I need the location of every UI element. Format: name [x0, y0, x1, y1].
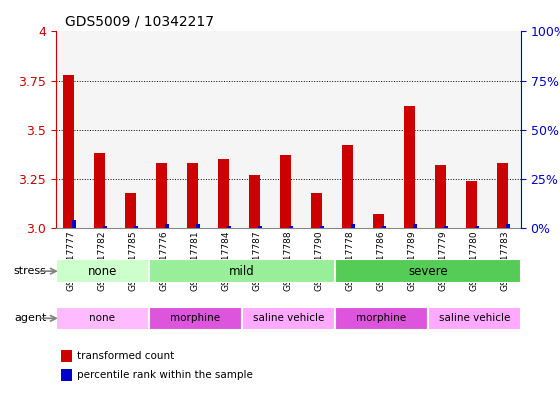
Bar	[351, 224, 355, 228]
Bar	[165, 224, 169, 228]
Text: mild: mild	[229, 264, 255, 278]
Bar	[497, 163, 508, 228]
Bar	[187, 163, 198, 228]
Bar	[466, 181, 477, 228]
Bar	[475, 226, 479, 228]
Bar	[404, 106, 415, 228]
Text: morphine: morphine	[170, 313, 221, 323]
FancyBboxPatch shape	[335, 259, 521, 283]
Text: percentile rank within the sample: percentile rank within the sample	[77, 370, 253, 380]
Bar	[218, 159, 229, 228]
FancyBboxPatch shape	[56, 259, 149, 283]
Bar	[435, 165, 446, 228]
Bar	[444, 226, 448, 228]
Bar	[63, 75, 74, 228]
Bar	[373, 214, 384, 228]
Text: transformed count: transformed count	[77, 351, 174, 361]
FancyBboxPatch shape	[428, 307, 521, 330]
Bar	[72, 220, 76, 228]
Text: morphine: morphine	[356, 313, 407, 323]
Bar	[60, 350, 72, 362]
Text: saline vehicle: saline vehicle	[253, 313, 324, 323]
Bar	[249, 175, 260, 228]
Bar	[280, 155, 291, 228]
Text: stress: stress	[14, 266, 46, 276]
Bar	[506, 224, 510, 228]
FancyBboxPatch shape	[56, 307, 149, 330]
Bar	[258, 226, 262, 228]
FancyBboxPatch shape	[149, 307, 242, 330]
FancyBboxPatch shape	[149, 259, 335, 283]
Bar	[196, 224, 200, 228]
FancyBboxPatch shape	[242, 307, 335, 330]
Text: agent: agent	[15, 313, 46, 323]
Text: saline vehicle: saline vehicle	[438, 313, 510, 323]
FancyBboxPatch shape	[335, 307, 428, 330]
Bar	[125, 193, 136, 228]
Bar	[382, 226, 386, 228]
Bar	[103, 226, 108, 228]
Text: GDS5009 / 10342217: GDS5009 / 10342217	[66, 15, 214, 29]
Text: severe: severe	[408, 264, 447, 278]
Bar	[227, 226, 231, 228]
Bar	[156, 163, 167, 228]
Bar	[311, 193, 322, 228]
Bar	[320, 226, 324, 228]
Bar	[134, 226, 138, 228]
Text: none: none	[90, 313, 115, 323]
Bar	[413, 224, 417, 228]
Bar	[289, 226, 293, 228]
Bar	[94, 153, 105, 228]
Text: none: none	[88, 264, 117, 278]
Bar	[342, 145, 353, 228]
Bar	[60, 369, 72, 381]
